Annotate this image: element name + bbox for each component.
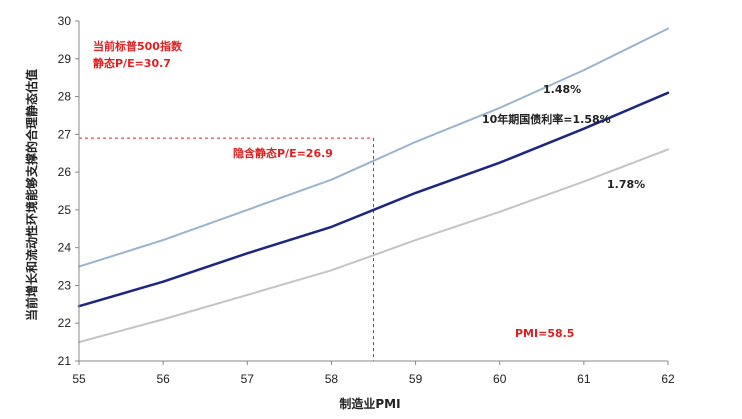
x-axis-title: 制造业PMI bbox=[339, 396, 400, 411]
x-tick-label: 61 bbox=[577, 372, 591, 386]
x-tick-label: 58 bbox=[325, 372, 339, 386]
y-tick-label: 21 bbox=[58, 354, 72, 368]
annotation-current-pe-line2: 静态P/E=30.7 bbox=[93, 56, 171, 70]
x-tick-label: 55 bbox=[72, 372, 86, 386]
series-line-1 bbox=[78, 27, 669, 268]
x-tick-label: 59 bbox=[409, 372, 423, 386]
y-tick-label: 27 bbox=[58, 127, 72, 141]
series-lines bbox=[77, 27, 670, 344]
y-tick-label: 26 bbox=[58, 165, 72, 179]
y-tick-labels: 21 22 23 24 25 26 27 28 29 30 bbox=[58, 14, 72, 368]
y-tick-label: 22 bbox=[58, 316, 72, 330]
series-line-3 bbox=[78, 148, 669, 344]
axes bbox=[75, 20, 669, 365]
series-label-1-58: 10年期国债利率=1.58% bbox=[482, 112, 611, 126]
x-tick-label: 57 bbox=[241, 372, 255, 386]
y-axis-title: 当前增长和流动性环境能够支撑的合理静态估值 bbox=[24, 69, 39, 321]
y-tick-label: 29 bbox=[58, 52, 72, 66]
x-tick-label: 56 bbox=[156, 372, 170, 386]
x-tick-labels: 55 56 57 58 59 60 61 62 bbox=[72, 372, 675, 386]
x-tick-label: 62 bbox=[661, 372, 675, 386]
annotation-current-pe-line1: 当前标普500指数 bbox=[93, 39, 183, 53]
y-tick-label: 23 bbox=[58, 278, 72, 292]
y-tick-label: 24 bbox=[58, 241, 72, 255]
x-tick-label: 60 bbox=[493, 372, 507, 386]
series-line-2 bbox=[77, 91, 670, 308]
annotation-pmi: PMI=58.5 bbox=[515, 327, 574, 340]
series-label-1-78: 1.78% bbox=[607, 178, 645, 191]
y-tick-label: 30 bbox=[58, 14, 72, 28]
reference-lines bbox=[79, 137, 374, 361]
y-tick-label: 25 bbox=[58, 203, 72, 217]
series-label-1-48: 1.48% bbox=[543, 83, 581, 96]
annotation-implied-pe: 隐含静态P/E=26.9 bbox=[233, 146, 333, 160]
y-tick-label: 28 bbox=[58, 90, 72, 104]
